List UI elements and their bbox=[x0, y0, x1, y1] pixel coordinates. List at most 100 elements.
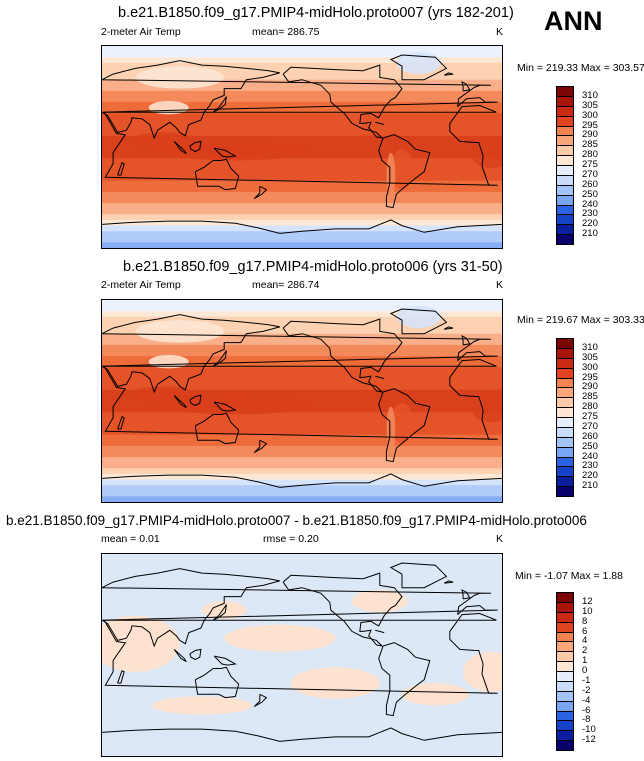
coastline bbox=[102, 314, 498, 394]
coastline bbox=[117, 415, 125, 430]
temperature-anomaly-region bbox=[157, 394, 314, 415]
temperature-band bbox=[102, 490, 502, 497]
colorbar-tick-label: 290 bbox=[582, 129, 598, 141]
temperature-anomaly-region bbox=[470, 136, 502, 169]
colorbar-tick-label: -12 bbox=[582, 734, 596, 746]
temperature-band bbox=[102, 311, 502, 318]
coastline bbox=[194, 412, 240, 445]
temperature-band bbox=[102, 175, 502, 182]
panel-1-minmax: Min = 219.33 Max = 303.57 bbox=[517, 62, 644, 74]
temperature-band bbox=[102, 339, 502, 346]
coastline bbox=[194, 666, 240, 699]
temperature-band bbox=[102, 485, 502, 492]
temperature-band bbox=[102, 46, 502, 53]
colorbar-tick-label: 230 bbox=[582, 460, 598, 472]
panel-3-minmax: Min = -1.07 Max = 1.88 bbox=[515, 570, 623, 582]
difference-warm-region bbox=[224, 624, 336, 652]
temperature-anomaly-region bbox=[157, 140, 314, 161]
coastline bbox=[253, 693, 268, 708]
coastline bbox=[103, 612, 498, 694]
coastline bbox=[103, 358, 498, 440]
panel-3-map bbox=[101, 553, 503, 757]
panel-1-title: b.e21.B1850.f09_g17.PMIP4-midHolo.proto0… bbox=[118, 5, 514, 21]
colorbar-tick-label: 280 bbox=[582, 149, 598, 161]
colorbar-tick-label: 210 bbox=[582, 480, 598, 492]
colorbar-tick-label: 210 bbox=[582, 228, 598, 240]
coastline bbox=[282, 318, 403, 393]
panel-3-colorbar: 12 10 8 6 4 2 1 0 -1 -2 -4 -6 -8 -10 -12 bbox=[556, 592, 616, 751]
temperature-band bbox=[102, 85, 502, 92]
difference-warm-region bbox=[152, 696, 252, 715]
colorbar-tick-label: -4 bbox=[582, 694, 591, 706]
temperature-band bbox=[102, 372, 502, 380]
temperature-band bbox=[102, 356, 502, 363]
coastline bbox=[173, 141, 187, 155]
temperature-band bbox=[102, 378, 502, 385]
coastline bbox=[173, 649, 187, 663]
colorbar-tick-label: 0 bbox=[582, 665, 588, 676]
temperature-band bbox=[102, 62, 502, 70]
colorbar-tick-label: 240 bbox=[582, 450, 598, 462]
panel-3-rmse: rmse = 0.20 bbox=[263, 533, 319, 545]
temperature-band bbox=[102, 473, 502, 481]
coastline bbox=[378, 642, 431, 717]
colorbar-tick-label: 280 bbox=[582, 401, 598, 413]
temperature-band bbox=[102, 214, 502, 221]
coastline bbox=[189, 648, 202, 661]
temperature-band bbox=[102, 191, 502, 199]
coastline bbox=[212, 604, 227, 621]
colorbar-tick-label: 305 bbox=[582, 351, 598, 363]
temperature-band bbox=[102, 141, 502, 148]
coastline bbox=[212, 96, 227, 113]
colorbar-tick-label: 1 bbox=[582, 655, 588, 667]
difference-warm-region bbox=[202, 601, 247, 620]
coastline bbox=[461, 80, 471, 92]
coastline bbox=[443, 580, 454, 584]
colorbar-tick-label: 285 bbox=[582, 391, 598, 403]
coastline bbox=[213, 147, 237, 158]
colorbar-tick-label: 12 bbox=[582, 595, 593, 607]
coastline bbox=[389, 562, 448, 589]
panel-1-units: K bbox=[496, 26, 504, 38]
temperature-band bbox=[102, 107, 502, 114]
temperature-band bbox=[102, 445, 502, 453]
coastline bbox=[189, 140, 202, 153]
temperature-band bbox=[102, 316, 502, 324]
temperature-band bbox=[102, 74, 502, 81]
temperature-band bbox=[102, 118, 502, 126]
coastline bbox=[102, 60, 498, 140]
temperature-band bbox=[102, 395, 502, 402]
coastline bbox=[375, 375, 385, 380]
temperature-band bbox=[102, 51, 502, 58]
colorbar-tick-label: 305 bbox=[582, 99, 598, 111]
colorbar-tick-label: 275 bbox=[582, 159, 598, 170]
coastline bbox=[213, 655, 237, 666]
temperature-band bbox=[102, 90, 502, 98]
colorbar-tick-label: 260 bbox=[582, 430, 598, 442]
panel-1-mean: mean= 286.75 bbox=[252, 26, 320, 38]
temperature-anomaly-region bbox=[129, 386, 197, 405]
temperature-band bbox=[102, 367, 502, 374]
colorbar-tick-label: 220 bbox=[582, 470, 598, 482]
coastline bbox=[102, 727, 502, 742]
temperature-band bbox=[102, 417, 502, 425]
difference-warm-region bbox=[402, 683, 469, 706]
temperature-band bbox=[102, 124, 502, 131]
temperature-band bbox=[102, 225, 502, 232]
temperature-band bbox=[102, 180, 502, 187]
coastline bbox=[253, 185, 268, 200]
coastline bbox=[282, 64, 403, 139]
temperature-band bbox=[102, 406, 502, 413]
temperature-band bbox=[102, 423, 502, 430]
colorbar-swatch bbox=[556, 486, 574, 497]
temperature-band bbox=[102, 322, 502, 329]
panel-1-map bbox=[101, 45, 503, 249]
temperature-band bbox=[102, 328, 502, 335]
temperature-band bbox=[102, 163, 502, 171]
coastline bbox=[102, 568, 498, 648]
temperature-band bbox=[102, 236, 502, 243]
temperature-band bbox=[102, 68, 502, 75]
temperature-band bbox=[102, 305, 502, 312]
temperature-band bbox=[102, 468, 502, 475]
difference-warm-region bbox=[290, 667, 380, 699]
